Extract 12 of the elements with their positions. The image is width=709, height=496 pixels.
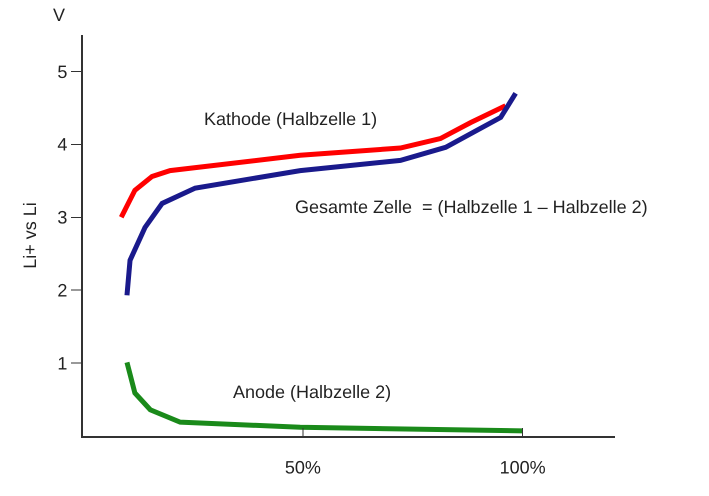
y-tick-label: 3 — [57, 208, 68, 228]
y-axis-title: Li+ vs Li — [20, 202, 40, 269]
text: V — [53, 5, 66, 25]
series-label: Gesamte Zelle = (Halbzelle 1 – Halbzelle 2) — [295, 197, 648, 217]
x-tick-label: 100% — [500, 458, 546, 478]
series-label: Anode (Halbzelle 2) — [233, 382, 392, 402]
y-tick-label: 5 — [57, 62, 68, 82]
series-label: Kathode (Halbzelle 1) — [204, 109, 378, 129]
y-tick-label: 4 — [57, 134, 68, 155]
y-tick-label: 2 — [57, 280, 68, 300]
x-tick-label: 50% — [284, 458, 321, 478]
y-tick-label: 1 — [57, 353, 68, 374]
